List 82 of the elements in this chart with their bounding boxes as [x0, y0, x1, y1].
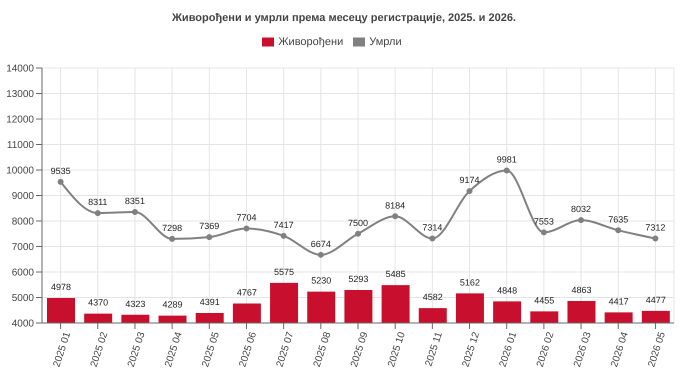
x-tick-label: 2025 03: [126, 330, 148, 369]
y-tick-label: 4000: [12, 318, 34, 330]
data-label: 7312: [645, 222, 666, 233]
data-label: 5485: [386, 269, 406, 280]
x-tick-label: 2025 06: [237, 330, 260, 369]
data-label: 4477: [646, 294, 666, 305]
data-label: 9981: [496, 154, 517, 164]
point: [578, 217, 584, 224]
x-tick-label: 2026 04: [609, 330, 631, 369]
data-label: 4978: [50, 282, 72, 292]
data-label: 8032: [571, 204, 592, 214]
data-label: 7417: [274, 220, 294, 230]
point: [392, 213, 398, 220]
data-label: 4289: [162, 300, 183, 310]
x-tick-label: 2026 03: [572, 330, 594, 369]
x-tick-label: 2025 04: [163, 330, 185, 369]
data-label: 5230: [311, 276, 332, 286]
data-label: 8184: [385, 200, 406, 210]
y-tick-label: 12000: [6, 114, 34, 126]
data-label: 5575: [274, 266, 294, 277]
data-label: 5293: [348, 274, 368, 284]
data-label: 4455: [534, 295, 554, 306]
data-label: 6674: [310, 238, 331, 249]
x-tick-label: 2025 08: [312, 330, 334, 369]
data-label: 4370: [88, 298, 108, 308]
x-tick-label: 2025 09: [348, 330, 371, 369]
point: [466, 188, 473, 194]
x-tick-label: 2026 02: [534, 330, 557, 369]
point: [504, 167, 510, 174]
x-tick-label: 2025 10: [386, 330, 408, 369]
point: [355, 230, 361, 237]
x-tick-label: 2025 07: [274, 330, 296, 369]
data-label: 7704: [236, 212, 256, 223]
point: [429, 235, 436, 242]
y-tick-label: 6000: [12, 268, 34, 279]
x-tick-label: 2025 02: [88, 330, 111, 369]
point: [318, 252, 324, 258]
chart-title: Живорођени и умрли према месецу регистрације, 2025. и 2026.: [170, 12, 517, 26]
point: [652, 236, 658, 242]
y-tick-label: 14000: [6, 64, 34, 75]
point: [280, 232, 287, 239]
x-tick-label: 2025 12: [460, 330, 482, 369]
point: [58, 178, 64, 185]
y-tick-label: 11000: [6, 140, 34, 152]
y-tick-label: 13000: [6, 89, 34, 100]
point: [206, 234, 212, 240]
point: [540, 229, 547, 236]
y-tick-label: 9000: [12, 191, 34, 202]
x-tick-label: 2026 05: [646, 330, 668, 369]
data-label: 5162: [460, 277, 480, 288]
data-label: 7369: [199, 221, 220, 232]
point: [615, 227, 622, 234]
point: [132, 209, 138, 216]
data-label: 7314: [422, 222, 442, 232]
data-label: 4391: [200, 297, 220, 308]
x-tick-label: 2025 01: [52, 330, 74, 369]
point: [94, 210, 101, 216]
data-label: 4767: [236, 287, 257, 298]
y-tick-label: 7000: [12, 242, 34, 254]
y-tick-label: 5000: [12, 293, 34, 304]
data-label: 7635: [608, 214, 628, 224]
data-label: 4848: [497, 285, 518, 296]
y-tick-label: 8000: [12, 216, 34, 228]
data-label: 4863: [571, 284, 592, 295]
data-label: 4417: [608, 296, 629, 306]
x-tick-label: 2025 05: [200, 330, 222, 369]
data-label: 7500: [348, 218, 368, 228]
data-label: 9174: [460, 175, 480, 186]
y-tick-label: 10000: [6, 166, 34, 177]
data-label: 9535: [50, 166, 71, 176]
data-label: 7553: [534, 216, 554, 226]
data-label: 4582: [422, 292, 443, 302]
x-tick-label: 2026 01: [498, 330, 520, 369]
legend-label: Умрли: [369, 36, 402, 48]
data-label: 7298: [162, 222, 182, 233]
data-label: 8351: [124, 196, 145, 206]
x-tick-label: 2025 11: [424, 330, 446, 368]
point: [169, 236, 176, 242]
point: [243, 226, 250, 232]
data-label: 8311: [88, 197, 108, 208]
legend-label: Живорођени: [278, 36, 344, 48]
data-label: 4323: [125, 298, 146, 309]
